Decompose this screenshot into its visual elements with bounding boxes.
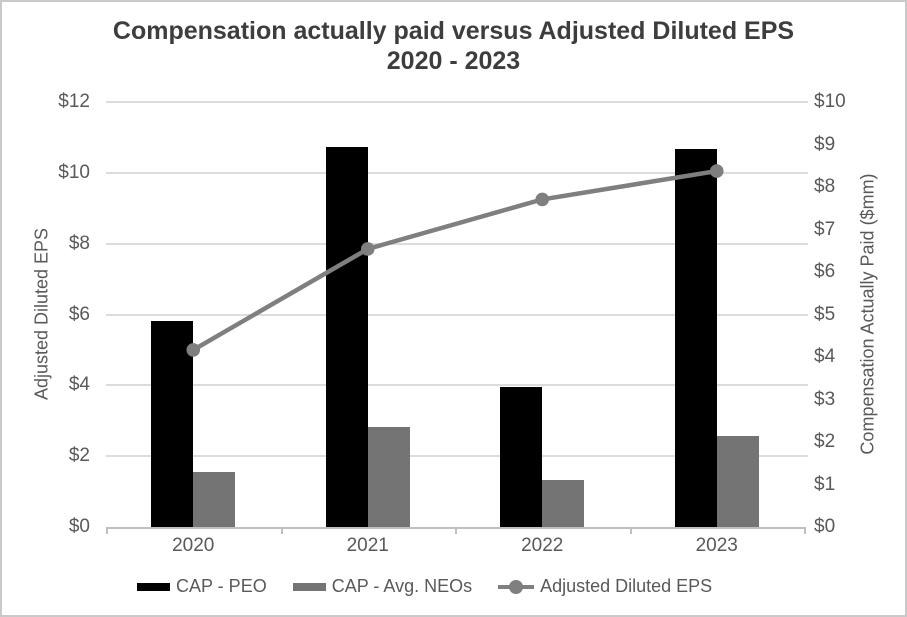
x-axis-tick bbox=[106, 527, 108, 534]
left-axis-tick-label: $8 bbox=[68, 232, 90, 254]
bar-cap-avg-neos-2020 bbox=[193, 471, 236, 527]
right-axis-tick-label: $0 bbox=[814, 516, 836, 537]
gridline bbox=[106, 455, 808, 458]
x-axis-tick bbox=[280, 527, 283, 534]
gridline bbox=[106, 101, 808, 103]
bar-cap-avg-neos-2023 bbox=[716, 435, 759, 527]
bar-cap-avg-neos-2022 bbox=[542, 480, 585, 527]
x-axis-label-2023: 2023 bbox=[695, 535, 738, 556]
legend-item-cap-avg-neos: CAP - Avg. NEOs bbox=[292, 576, 473, 597]
bar-cap-peo-2022 bbox=[500, 386, 543, 527]
legend-label-cap-peo: CAP - PEO bbox=[176, 576, 267, 596]
chart-title-line2: 2020 - 2023 bbox=[386, 47, 521, 75]
left-axis-tick-label: $6 bbox=[68, 303, 90, 325]
left-axis-tick-label: $0 bbox=[68, 516, 90, 537]
bar-cap-peo-2020 bbox=[151, 320, 194, 527]
line-marker-2021 bbox=[360, 242, 375, 256]
right-axis-tick-label: $9 bbox=[814, 133, 836, 155]
chart-title-line1: Compensation actually paid versus Adjust… bbox=[112, 17, 795, 45]
x-axis-tick bbox=[455, 527, 457, 534]
x-axis-label-2022: 2022 bbox=[521, 535, 564, 556]
x-axis-tick bbox=[804, 527, 806, 534]
gridline bbox=[106, 242, 808, 245]
legend-line-marker-icon bbox=[498, 579, 535, 594]
x-axis-label-2021: 2021 bbox=[346, 535, 389, 556]
left-axis-tick-label: $10 bbox=[58, 161, 90, 183]
legend-swatch-cap-avg-neos-icon bbox=[292, 582, 326, 591]
legend-label-adjusted-diluted-eps: Adjusted Diluted EPS bbox=[540, 576, 713, 596]
right-axis-tick-label: $7 bbox=[814, 218, 836, 240]
legend-label-cap-avg-neos: CAP - Avg. NEOs bbox=[331, 576, 473, 596]
legend-item-adjusted-diluted-eps: Adjusted Diluted EPS bbox=[498, 576, 712, 597]
right-axis-tick-label: $10 bbox=[814, 91, 846, 112]
bar-cap-avg-neos-2021 bbox=[367, 427, 410, 527]
line-marker-2022 bbox=[535, 192, 550, 207]
chart-title: Compensation actually paid versus Adjust… bbox=[2, 16, 905, 76]
bar-cap-peo-2021 bbox=[325, 146, 368, 527]
left-axis-tick-label: $4 bbox=[68, 374, 90, 396]
right-axis-tick-label: $8 bbox=[814, 176, 836, 197]
line-marker-2023 bbox=[709, 164, 724, 178]
legend-swatch-cap-peo-icon bbox=[137, 582, 170, 591]
right-axis-tick-label: $6 bbox=[814, 261, 836, 282]
gridline bbox=[106, 313, 808, 316]
bar-cap-peo-2023 bbox=[674, 148, 717, 527]
legend-item-cap-peo: CAP - PEO bbox=[137, 576, 267, 597]
right-axis-tick-label: $5 bbox=[814, 303, 836, 325]
right-axis-tick-label: $3 bbox=[814, 388, 836, 410]
plot-area bbox=[106, 101, 808, 527]
left-axis-tick-label: $2 bbox=[68, 445, 90, 467]
gridline bbox=[106, 384, 808, 387]
right-axis-tick-label: $1 bbox=[814, 473, 836, 495]
line-marker-2020 bbox=[186, 343, 201, 357]
gridline bbox=[106, 171, 808, 174]
adjusted-diluted-eps-line bbox=[186, 164, 724, 357]
x-axis-tick bbox=[629, 527, 632, 534]
left-axis-tick-label: $12 bbox=[58, 91, 90, 112]
legend: CAP - PEO CAP - Avg. NEOs Adjusted Dilut… bbox=[137, 576, 712, 597]
right-axis-tick-label: $4 bbox=[814, 346, 836, 367]
x-axis-label-2020: 2020 bbox=[172, 535, 215, 556]
right-axis-tick-label: $2 bbox=[814, 431, 836, 452]
